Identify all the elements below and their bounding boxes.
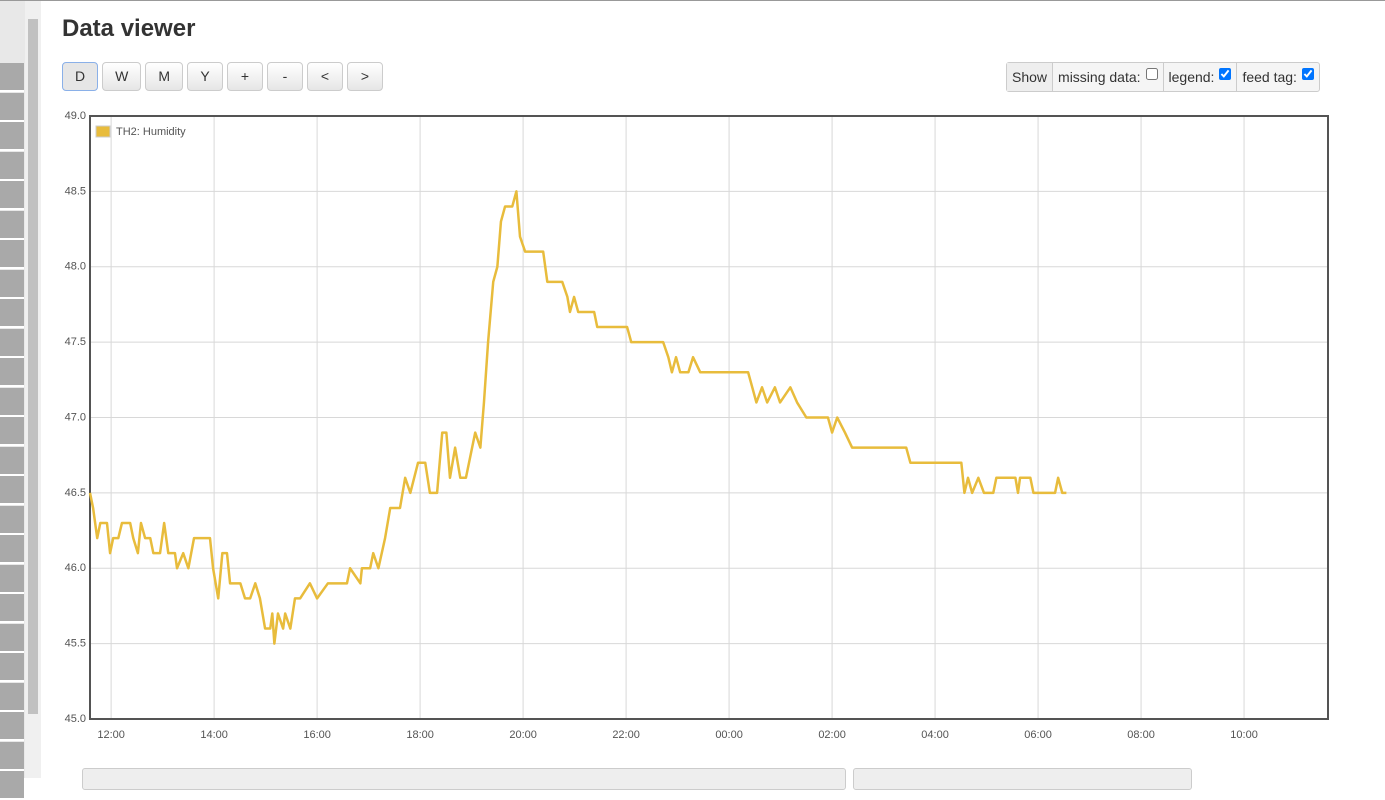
- legend-label: TH2: Humidity: [116, 126, 186, 138]
- sidebar-item[interactable]: [0, 741, 24, 771]
- sidebar-item[interactable]: [0, 240, 24, 269]
- x-tick-label: 18:00: [406, 729, 434, 741]
- y-tick-label: 46.5: [65, 487, 86, 499]
- y-tick-label: 47.0: [65, 411, 86, 423]
- option-checkbox[interactable]: [1145, 68, 1158, 80]
- range-buttons: D W M Y + - < >: [62, 62, 384, 91]
- option-checkbox[interactable]: [1301, 68, 1314, 80]
- sidebar-item[interactable]: [0, 122, 24, 151]
- y-tick-label: 49.0: [65, 110, 86, 122]
- sidebar-item[interactable]: [0, 92, 24, 122]
- sidebar-item[interactable]: [0, 210, 24, 240]
- bottom-controls: [853, 768, 1192, 790]
- x-tick-label: 04:00: [921, 729, 949, 741]
- sidebar-item[interactable]: [0, 358, 24, 387]
- x-tick-label: 06:00: [1024, 729, 1052, 741]
- sidebar-item[interactable]: [0, 181, 24, 210]
- x-tick-label: 12:00: [97, 729, 125, 741]
- sidebar-item[interactable]: [0, 535, 24, 564]
- sidebar-item[interactable]: [0, 505, 24, 535]
- sidebar-item[interactable]: [0, 623, 24, 653]
- data-line: [88, 190, 1067, 645]
- sidebar-item[interactable]: [0, 387, 24, 417]
- x-tick-label: 08:00: [1127, 729, 1155, 741]
- sidebar-item[interactable]: [0, 564, 24, 594]
- range-button[interactable]: -: [267, 62, 304, 91]
- x-tick-label: 00:00: [715, 729, 743, 741]
- option-label: feed tag:: [1242, 69, 1297, 85]
- sidebar-item[interactable]: [0, 653, 24, 682]
- range-button[interactable]: Y: [187, 62, 224, 91]
- sidebar-item[interactable]: [0, 269, 24, 299]
- x-tick-label: 02:00: [818, 729, 846, 741]
- sidebar-item[interactable]: [0, 328, 24, 358]
- y-tick-label: 45.0: [65, 713, 86, 725]
- x-tick-label: 22:00: [612, 729, 640, 741]
- sidebar-item[interactable]: [0, 63, 24, 92]
- y-tick-label: 45.5: [65, 638, 86, 650]
- option-label: missing data:: [1058, 69, 1141, 85]
- sidebar-item[interactable]: [0, 417, 24, 446]
- sidebar-item[interactable]: [0, 682, 24, 712]
- y-tick-label: 48.5: [65, 185, 86, 197]
- sidebar-item[interactable]: [0, 712, 24, 741]
- range-button[interactable]: <: [307, 62, 344, 91]
- page-title: Data viewer: [62, 15, 196, 42]
- show-option: legend:: [1162, 63, 1237, 91]
- range-button[interactable]: D: [62, 62, 99, 91]
- y-tick-label: 46.0: [65, 562, 86, 574]
- bottom-controls: [82, 768, 846, 790]
- range-button[interactable]: >: [347, 62, 384, 91]
- range-button[interactable]: M: [145, 62, 184, 91]
- legend-swatch: [95, 125, 111, 138]
- chart: 45.0 45.5 46.0 46.5 47.0 47.5 48.0 48.5 49.0 12:0…: [65, 110, 1329, 741]
- x-tick-label: 10:00: [1230, 729, 1258, 741]
- option-label: legend:: [1168, 69, 1215, 85]
- sidebar-item[interactable]: [0, 446, 24, 476]
- show-label: Show: [1007, 63, 1053, 91]
- range-button[interactable]: W: [102, 62, 142, 91]
- range-button[interactable]: +: [227, 62, 264, 91]
- sidebar-item[interactable]: [0, 476, 24, 505]
- show-options: Show missing data: legend: feed tag:: [1006, 62, 1320, 92]
- sidebar-item[interactable]: [0, 594, 24, 623]
- x-tick-label: 14:00: [200, 729, 228, 741]
- plot-border: [89, 115, 1329, 720]
- y-tick-label: 47.5: [65, 336, 86, 348]
- sidebar-item[interactable]: [0, 299, 24, 328]
- x-tick-label: 20:00: [509, 729, 537, 741]
- sidebar-item[interactable]: [0, 151, 24, 181]
- option-checkbox[interactable]: [1219, 68, 1232, 80]
- scroll-thumb[interactable]: [28, 19, 38, 714]
- scrollbar: [25, 1, 41, 778]
- y-tick-label: 48.0: [65, 261, 86, 273]
- show-option: feed tag:: [1236, 63, 1319, 91]
- x-tick-label: 16:00: [303, 729, 331, 741]
- show-option: missing data:: [1052, 63, 1162, 91]
